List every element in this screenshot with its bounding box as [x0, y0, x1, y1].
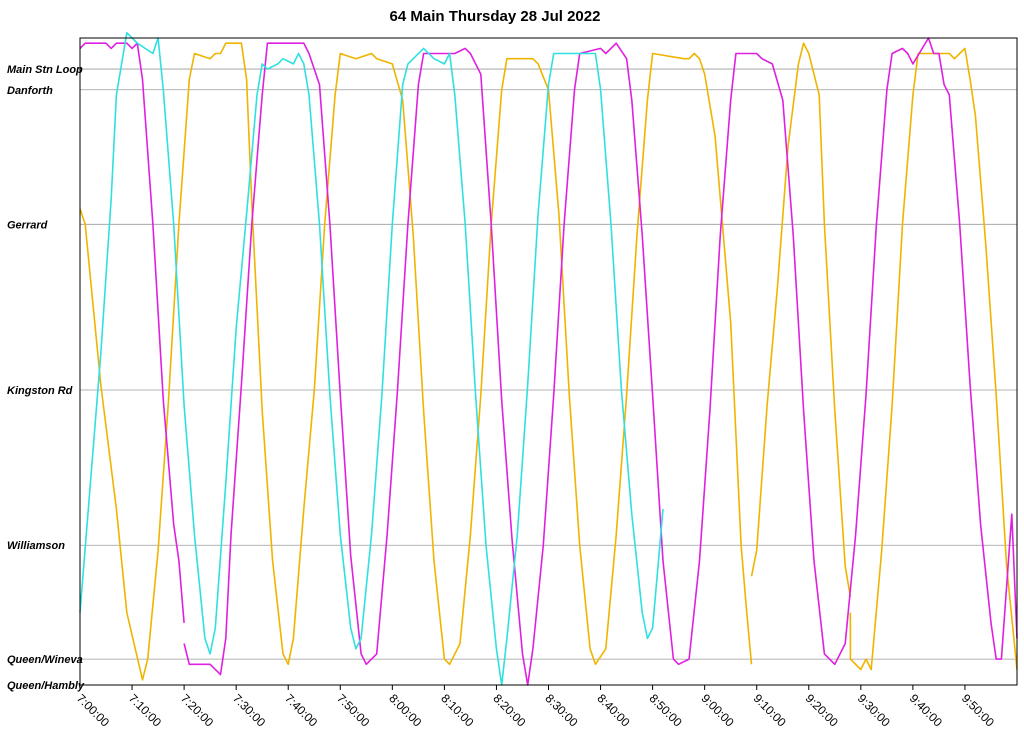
- series-0-segment-2: [849, 47, 1018, 671]
- x-tick-label: 8:40:00: [594, 691, 632, 729]
- stop-label: Main Stn Loop: [7, 64, 83, 76]
- stop-gridlines: [80, 68, 1017, 686]
- x-tick-label: 8:20:00: [490, 691, 528, 729]
- x-tick-label: 7:40:00: [282, 691, 320, 729]
- stop-label: Danforth: [7, 85, 53, 97]
- x-tick-label: 8:30:00: [542, 691, 580, 729]
- x-tick-label: 9:00:00: [699, 691, 737, 729]
- x-tick-label: 9:20:00: [803, 691, 841, 729]
- time-axis: 7:00:00 7:10:00 7:20:00 7:30:00 7:40:00 7:50:…: [74, 685, 997, 730]
- x-tick-label: 9:30:00: [855, 691, 893, 729]
- stop-label: Queen/Wineva: [7, 654, 83, 666]
- x-tick-label: 7:10:00: [126, 691, 164, 729]
- plot-frame: [79, 37, 1018, 686]
- chart-title: 64 Main Thursday 28 Jul 2022: [390, 8, 601, 25]
- series-0-segment-0: [79, 42, 753, 681]
- stop-label: Gerrard: [7, 219, 48, 231]
- x-tick-label: 7:50:00: [334, 691, 372, 729]
- series-0-segment-1: [750, 42, 852, 598]
- series-2-segment-0: [79, 31, 664, 686]
- x-tick-label: 9:50:00: [959, 691, 997, 729]
- stop-label: Queen/Hambly: [7, 680, 85, 692]
- x-tick-label: 9:10:00: [751, 691, 789, 729]
- x-tick-label: 7:20:00: [178, 691, 216, 729]
- vehicle-traces: [79, 31, 1018, 686]
- stop-labels: Main Stn Loop Danforth Gerrard Kingston Rd W…: [7, 64, 85, 692]
- stop-label: Williamson: [7, 540, 65, 552]
- x-tick-label: 7:00:00: [74, 691, 112, 729]
- x-tick-label: 8:50:00: [646, 691, 684, 729]
- x-tick-label: 9:40:00: [907, 691, 945, 729]
- x-tick-label: 7:30:00: [230, 691, 268, 729]
- series-1-segment-1: [183, 37, 1018, 686]
- series-1-segment-0: [79, 42, 185, 623]
- x-tick-label: 8:00:00: [386, 691, 424, 729]
- x-tick-label: 8:10:00: [438, 691, 476, 729]
- stop-label: Kingston Rd: [7, 385, 73, 397]
